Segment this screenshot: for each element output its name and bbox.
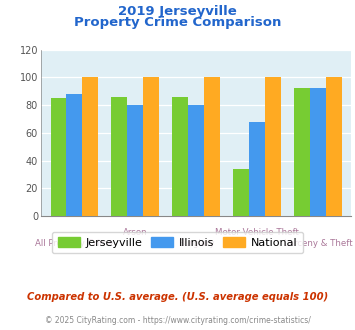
Text: Property Crime Comparison: Property Crime Comparison [74, 16, 281, 29]
Bar [82, 77, 98, 216]
Bar [188, 105, 204, 216]
Bar [294, 88, 310, 216]
Text: Burglary: Burglary [178, 240, 214, 248]
Bar [173, 97, 188, 216]
Text: Compared to U.S. average. (U.S. average equals 100): Compared to U.S. average. (U.S. average … [27, 292, 328, 302]
Bar [50, 98, 66, 216]
Text: © 2025 CityRating.com - https://www.cityrating.com/crime-statistics/: © 2025 CityRating.com - https://www.city… [45, 316, 310, 325]
Bar [249, 122, 265, 216]
Text: All Property Crime: All Property Crime [35, 240, 113, 248]
Bar [204, 77, 220, 216]
Bar [310, 88, 326, 216]
Text: Larceny & Theft: Larceny & Theft [284, 240, 352, 248]
Bar [66, 94, 82, 216]
Bar [326, 77, 342, 216]
Text: Motor Vehicle Theft: Motor Vehicle Theft [215, 228, 299, 237]
Legend: Jerseyville, Illinois, National: Jerseyville, Illinois, National [52, 232, 303, 253]
Text: 2019 Jerseyville: 2019 Jerseyville [118, 5, 237, 18]
Bar [111, 97, 127, 216]
Bar [127, 105, 143, 216]
Bar [265, 77, 281, 216]
Text: Arson: Arson [123, 228, 148, 237]
Bar [143, 77, 159, 216]
Bar [233, 169, 249, 216]
